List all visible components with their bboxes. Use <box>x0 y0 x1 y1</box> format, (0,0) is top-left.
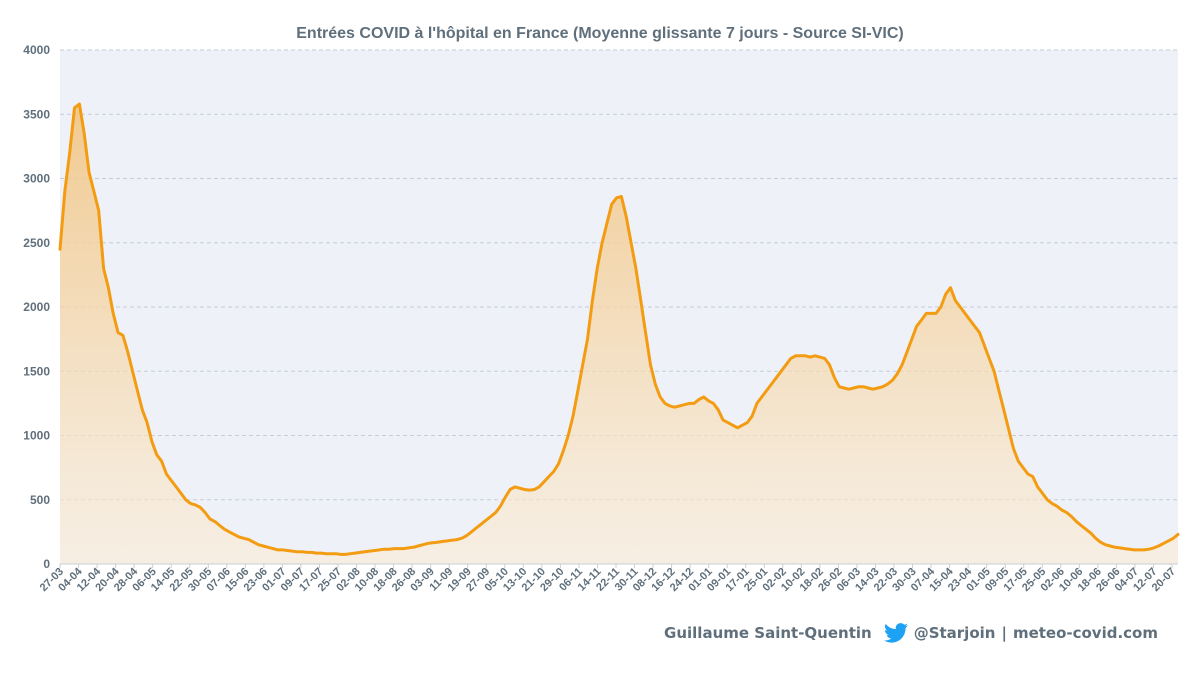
y-tick-label: 1000 <box>23 429 50 443</box>
y-tick-label: 2500 <box>23 236 50 250</box>
y-tick-label: 3500 <box>23 107 50 121</box>
series-area <box>60 104 1178 564</box>
x-axis: 27-0304-0412-0420-0428-0406-0514-0522-05… <box>38 564 1178 594</box>
series-line <box>58 102 1180 556</box>
twitter-bird-icon <box>883 623 908 643</box>
twitter-handle: @Starjoin <box>913 624 996 642</box>
author-name: Guillaume Saint-Quentin <box>664 624 872 642</box>
y-tick-label: 4000 <box>23 43 50 57</box>
credits: Guillaume Saint-Quentin @Starjoin | mete… <box>664 623 1158 643</box>
y-tick-label: 1500 <box>23 364 50 378</box>
y-tick-label: 3000 <box>23 172 50 186</box>
y-tick-label: 500 <box>30 493 50 507</box>
chart-title: Entrées COVID à l'hôpital en France (Moy… <box>296 25 904 42</box>
y-tick-label: 2000 <box>23 300 50 314</box>
y-axis: 0 500 1000 1500 2000 2500 3000 3500 4000 <box>23 43 50 571</box>
site-name: meteo-covid.com <box>1012 624 1158 642</box>
y-tick-label: 0 <box>43 557 50 571</box>
credits-separator: | <box>1001 624 1007 642</box>
